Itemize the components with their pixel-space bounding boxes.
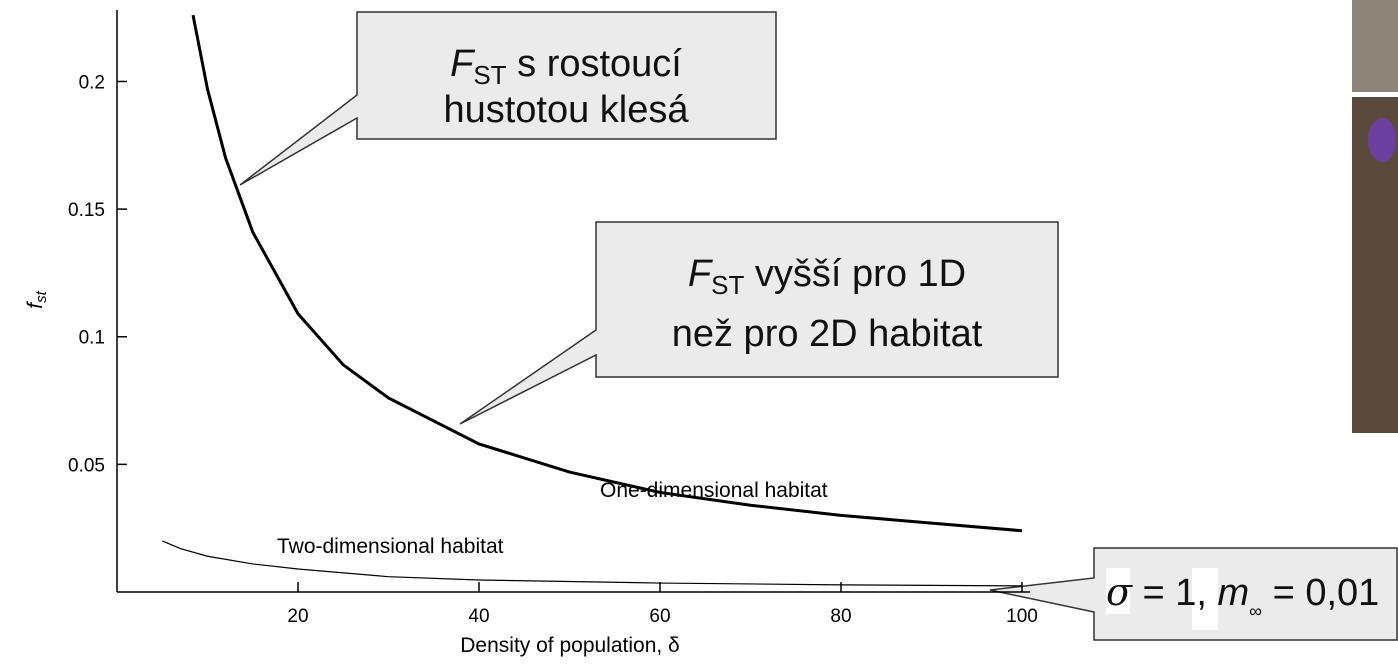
callout-mid: = 1, bbox=[1132, 572, 1218, 614]
page: FST s rostoucí hustotou klesá FST vyšší … bbox=[0, 0, 1398, 664]
x-tick-label: 40 bbox=[468, 606, 489, 627]
series-label: Two-dimensional habitat bbox=[277, 535, 504, 558]
callout-rest: vyšší pro 1D bbox=[744, 253, 966, 295]
photo-flower bbox=[1368, 118, 1396, 162]
series-label: One-dimensional habitat bbox=[600, 479, 828, 502]
x-tick-label: 20 bbox=[287, 606, 308, 627]
y-axis-sub: st bbox=[33, 290, 50, 303]
callout-end: = 0,01 bbox=[1262, 572, 1379, 614]
callout-m: m bbox=[1218, 572, 1250, 614]
y-axis-title: fst bbox=[24, 290, 50, 308]
x-axis-title: Density of population, δ bbox=[460, 634, 680, 657]
callout-rest: s rostoucí bbox=[507, 43, 683, 85]
callout-sigma: σ bbox=[1106, 570, 1133, 614]
chart: FST s rostoucí hustotou klesá FST vyšší … bbox=[0, 0, 1398, 659]
callout-sub: ∞ bbox=[1249, 601, 1262, 621]
x-tick-label: 80 bbox=[830, 606, 851, 627]
x-tick-label: 100 bbox=[1006, 606, 1038, 627]
callout-sub: ST bbox=[473, 60, 506, 90]
y-tick-label: 0.05 bbox=[68, 455, 105, 476]
callout-text: σ = 1, m∞ = 0,01 bbox=[1106, 570, 1379, 621]
callout-var: F bbox=[450, 43, 475, 85]
y-tick-label: 0.15 bbox=[68, 200, 105, 221]
callout-text: než pro 2D habitat bbox=[672, 313, 983, 355]
x-tick-label: 60 bbox=[649, 606, 670, 627]
y-tick-label: 0.1 bbox=[79, 328, 105, 349]
callout-sub: ST bbox=[711, 270, 744, 300]
photo bbox=[1352, 0, 1398, 92]
callout-text: hustotou klesá bbox=[443, 89, 689, 131]
y-tick-label: 0.2 bbox=[79, 72, 105, 93]
callout-var: F bbox=[688, 253, 713, 295]
